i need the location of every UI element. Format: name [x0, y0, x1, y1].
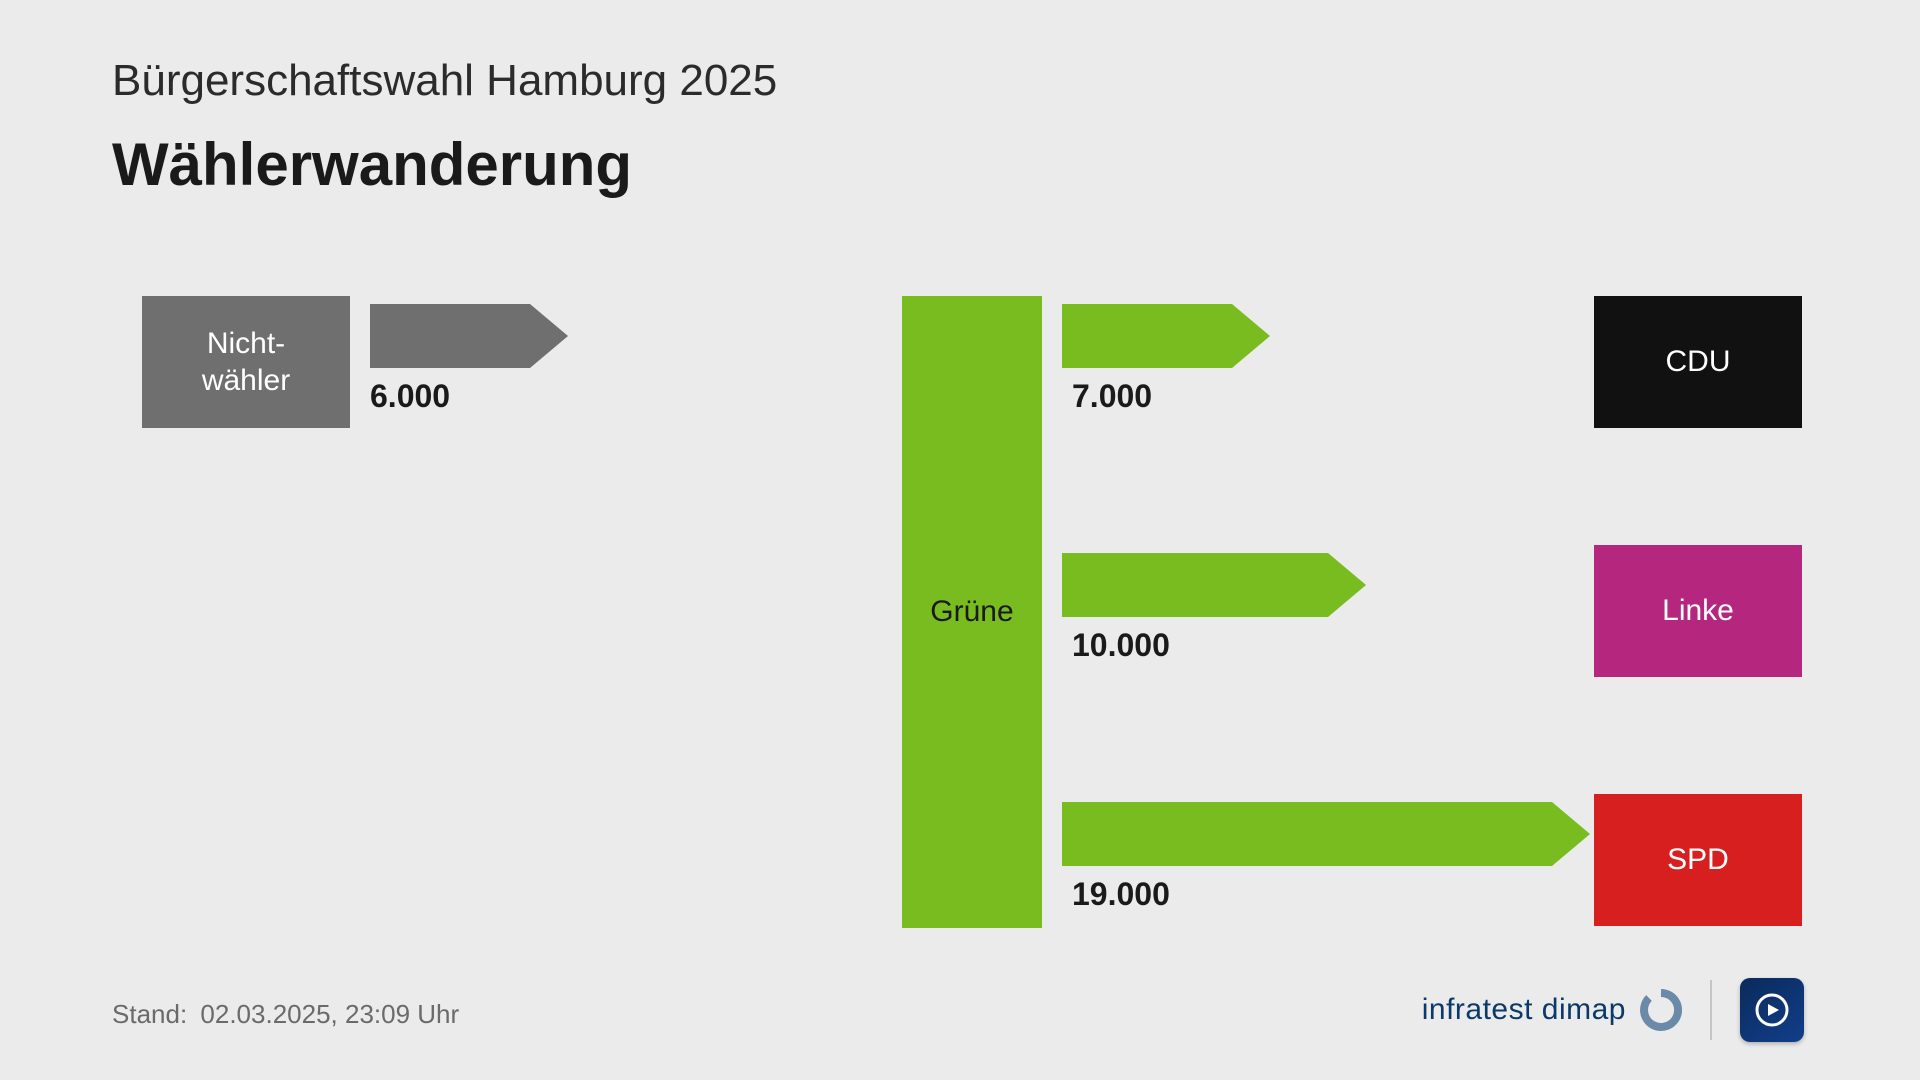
flow-arrow-outflow	[1062, 553, 1366, 617]
flow-arrow-body	[1062, 304, 1232, 368]
logo-separator	[1710, 980, 1712, 1040]
target-box-label: Linke	[1662, 592, 1734, 630]
flow-arrow-head-icon	[1232, 304, 1270, 368]
flow-arrow-inflow	[370, 304, 568, 368]
target-box-label: CDU	[1666, 343, 1731, 381]
footer-stand-label: Stand:	[112, 999, 187, 1029]
flow-arrow-head-icon	[1328, 553, 1366, 617]
flow-arrow-value: 19.000	[1072, 876, 1170, 913]
central-box-label: Grüne	[930, 593, 1013, 631]
target-box-label: SPD	[1667, 841, 1729, 879]
flow-arrow-value: 6.000	[370, 378, 450, 415]
flow-arrow-body	[370, 304, 530, 368]
target-box-linke: Linke	[1594, 545, 1802, 677]
flow-arrow-body	[1062, 553, 1328, 617]
flow-arrow-head-icon	[1552, 802, 1590, 866]
target-box-cdu: CDU	[1594, 296, 1802, 428]
target-box-spd: SPD	[1594, 794, 1802, 926]
flow-arrow-value: 7.000	[1072, 378, 1152, 415]
chart-supertitle: Bürgerschaftswahl Hamburg 2025	[112, 56, 777, 106]
infratest-logo-text: infratest dimap	[1422, 993, 1626, 1027]
flow-arrow-head-icon	[530, 304, 568, 368]
flow-arrow-value: 10.000	[1072, 627, 1170, 664]
infratest-logo-icon	[1640, 989, 1682, 1031]
source-box-nichtwaehler: Nicht- wähler	[142, 296, 350, 428]
flow-arrow-body	[1062, 802, 1552, 866]
branding-block: infratest dimap	[1422, 978, 1804, 1042]
footer-stand-value: 02.03.2025, 23:09 Uhr	[200, 999, 459, 1029]
source-box-label: Nicht- wähler	[202, 325, 290, 400]
chart-title: Wählerwanderung	[112, 130, 632, 199]
chart-footer: Stand: 02.03.2025, 23:09 Uhr	[112, 999, 459, 1030]
flow-arrow-outflow	[1062, 304, 1270, 368]
flow-arrow-outflow	[1062, 802, 1590, 866]
ard-logo-icon	[1752, 990, 1792, 1030]
chart-canvas: { "meta": { "width": 1920, "height": 108…	[0, 0, 1920, 1080]
infratest-logo: infratest dimap	[1422, 989, 1682, 1031]
ard-logo	[1740, 978, 1804, 1042]
central-box-gruene: Grüne	[902, 296, 1042, 928]
